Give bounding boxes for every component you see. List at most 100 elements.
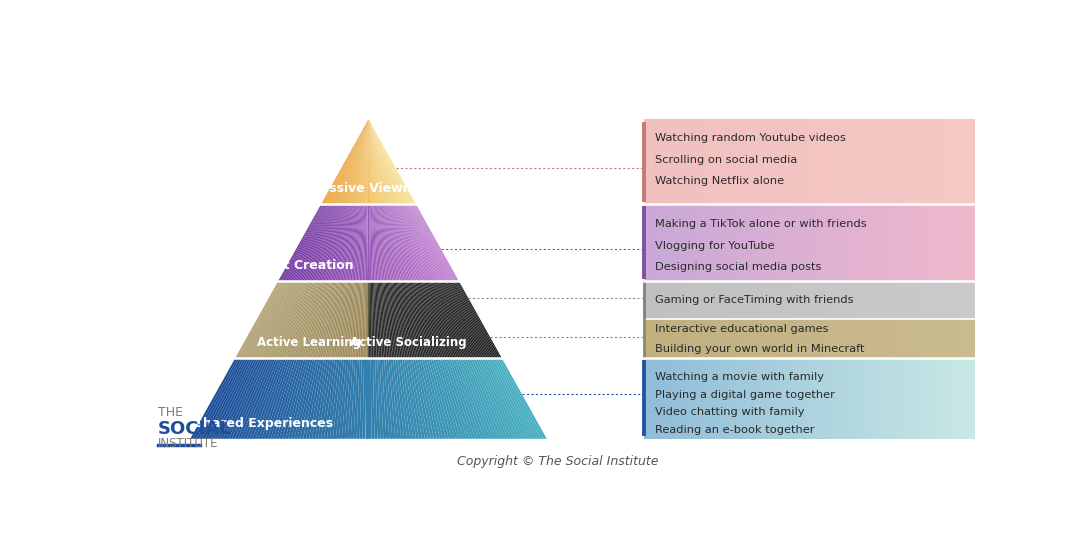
Polygon shape [420,281,447,358]
Polygon shape [765,281,768,320]
Polygon shape [361,204,366,281]
Polygon shape [792,119,795,204]
Polygon shape [892,119,894,204]
Polygon shape [369,119,397,204]
Polygon shape [438,281,473,358]
Polygon shape [409,204,447,281]
Polygon shape [776,281,779,320]
Polygon shape [738,204,740,281]
Polygon shape [673,320,677,358]
Polygon shape [333,358,344,439]
Polygon shape [359,119,369,204]
Polygon shape [848,281,851,320]
Polygon shape [696,119,698,204]
Polygon shape [657,281,660,320]
Polygon shape [657,204,660,281]
Polygon shape [685,358,688,439]
Polygon shape [390,204,410,281]
Polygon shape [491,358,535,439]
Polygon shape [883,358,887,439]
Polygon shape [406,281,425,358]
Polygon shape [754,358,756,439]
Polygon shape [344,119,369,204]
Polygon shape [916,320,919,358]
Polygon shape [828,204,831,281]
Polygon shape [663,204,666,281]
Polygon shape [369,119,385,204]
Polygon shape [799,320,801,358]
Polygon shape [718,281,721,320]
Polygon shape [961,281,964,320]
Polygon shape [875,320,878,358]
Polygon shape [743,358,745,439]
Polygon shape [369,119,373,204]
Polygon shape [369,204,370,281]
Text: Content Creation: Content Creation [234,259,354,272]
Polygon shape [386,281,397,358]
Polygon shape [358,204,363,281]
Polygon shape [369,119,411,204]
Polygon shape [369,119,382,204]
Polygon shape [881,358,883,439]
Polygon shape [774,281,776,320]
Polygon shape [892,281,894,320]
Polygon shape [682,119,685,204]
Polygon shape [887,281,889,320]
Polygon shape [369,119,407,204]
Polygon shape [369,119,406,204]
Polygon shape [399,358,413,439]
Polygon shape [911,204,914,281]
Polygon shape [923,204,925,281]
Polygon shape [326,119,369,204]
Polygon shape [347,281,355,358]
Polygon shape [375,358,381,439]
Polygon shape [801,281,804,320]
Polygon shape [784,320,787,358]
Polygon shape [412,358,431,439]
Polygon shape [729,320,732,358]
Polygon shape [790,119,792,204]
Polygon shape [351,119,369,204]
Polygon shape [820,281,823,320]
Polygon shape [646,119,650,204]
Polygon shape [763,204,765,281]
Polygon shape [673,358,677,439]
Polygon shape [801,358,804,439]
Polygon shape [724,119,727,204]
Polygon shape [799,281,801,320]
Text: Watching random Youtube videos: Watching random Youtube videos [655,133,846,143]
Polygon shape [833,204,837,281]
Polygon shape [734,358,738,439]
Polygon shape [754,281,756,320]
Polygon shape [339,204,355,281]
Polygon shape [848,320,851,358]
Polygon shape [410,281,432,358]
Polygon shape [395,281,408,358]
Polygon shape [360,119,369,204]
Polygon shape [326,358,339,439]
Polygon shape [858,281,862,320]
Polygon shape [311,204,339,281]
Polygon shape [457,281,500,358]
Polygon shape [363,119,369,204]
Polygon shape [787,204,790,281]
Polygon shape [707,119,709,204]
Polygon shape [721,204,724,281]
Polygon shape [392,204,413,281]
Text: Vlogging for YouTube: Vlogging for YouTube [655,241,775,251]
Polygon shape [795,204,799,281]
Polygon shape [696,320,698,358]
Polygon shape [840,281,842,320]
Polygon shape [804,320,806,358]
Polygon shape [738,358,740,439]
Polygon shape [944,320,947,358]
Polygon shape [646,358,650,439]
Polygon shape [440,358,467,439]
Polygon shape [693,320,696,358]
Polygon shape [779,281,781,320]
Polygon shape [646,204,650,281]
Polygon shape [934,119,936,204]
Polygon shape [301,204,334,281]
Polygon shape [316,204,342,281]
Polygon shape [898,204,900,281]
